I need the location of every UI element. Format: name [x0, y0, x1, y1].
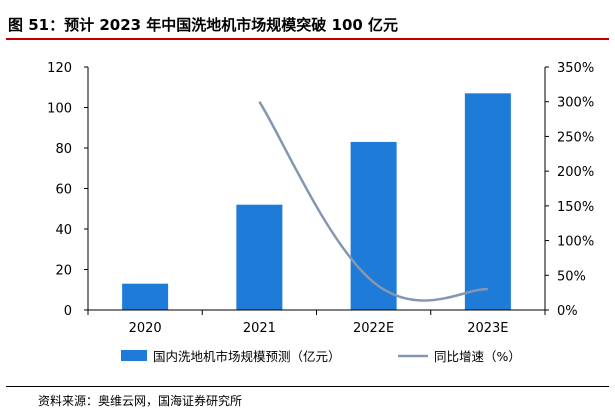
y-right-tick-label: 150%: [557, 200, 594, 215]
y-right-tick-label: 0%: [557, 304, 578, 319]
y-left-tick-label: 60: [55, 183, 72, 198]
y-right-tick-label: 250%: [557, 130, 594, 145]
figure-title: 图 51：预计 2023 年中国洗地机市场规模突破 100 亿元: [8, 16, 399, 34]
y-left-tick-label: 20: [55, 264, 72, 279]
y-left-tick-label: 100: [47, 102, 72, 117]
x-tick-label: 2023E: [467, 321, 508, 336]
bar-2021: [236, 204, 283, 310]
y-left-tick-label: 80: [55, 142, 72, 157]
y-left-tick-label: 120: [47, 61, 72, 76]
bar-2023E: [464, 93, 511, 310]
x-tick-label: 2021: [243, 321, 276, 336]
y-right-tick-label: 350%: [557, 61, 594, 76]
title-rule: [6, 38, 609, 40]
x-tick-label: 2020: [129, 321, 162, 336]
bar-2022E: [350, 141, 397, 310]
bar-2020: [122, 283, 169, 310]
y-left-tick-label: 0: [64, 304, 72, 319]
y-right-tick-label: 100%: [557, 235, 594, 250]
growth-rate-line: [258, 101, 488, 302]
y-right-tick-label: 50%: [557, 269, 586, 284]
y-right-tick-label: 200%: [557, 165, 594, 180]
source-rule: [6, 386, 609, 387]
legend-bar-swatch: [121, 350, 147, 361]
legend-bar-label: 国内洗地机市场规模预测（亿元）: [153, 349, 341, 364]
legend-line-label: 同比增速（%）: [434, 349, 521, 364]
market-size-chart: 0 20 40 60 80 100 120 0% 50% 100% 150% 200% 250% 300%…: [47, 61, 594, 364]
x-tick-label: 2022E: [353, 321, 394, 336]
y-right-tick-label: 300%: [557, 96, 594, 111]
y-left-tick-label: 40: [55, 223, 72, 238]
source-note: 资料来源：奥维云网，国海证券研究所: [38, 394, 243, 408]
